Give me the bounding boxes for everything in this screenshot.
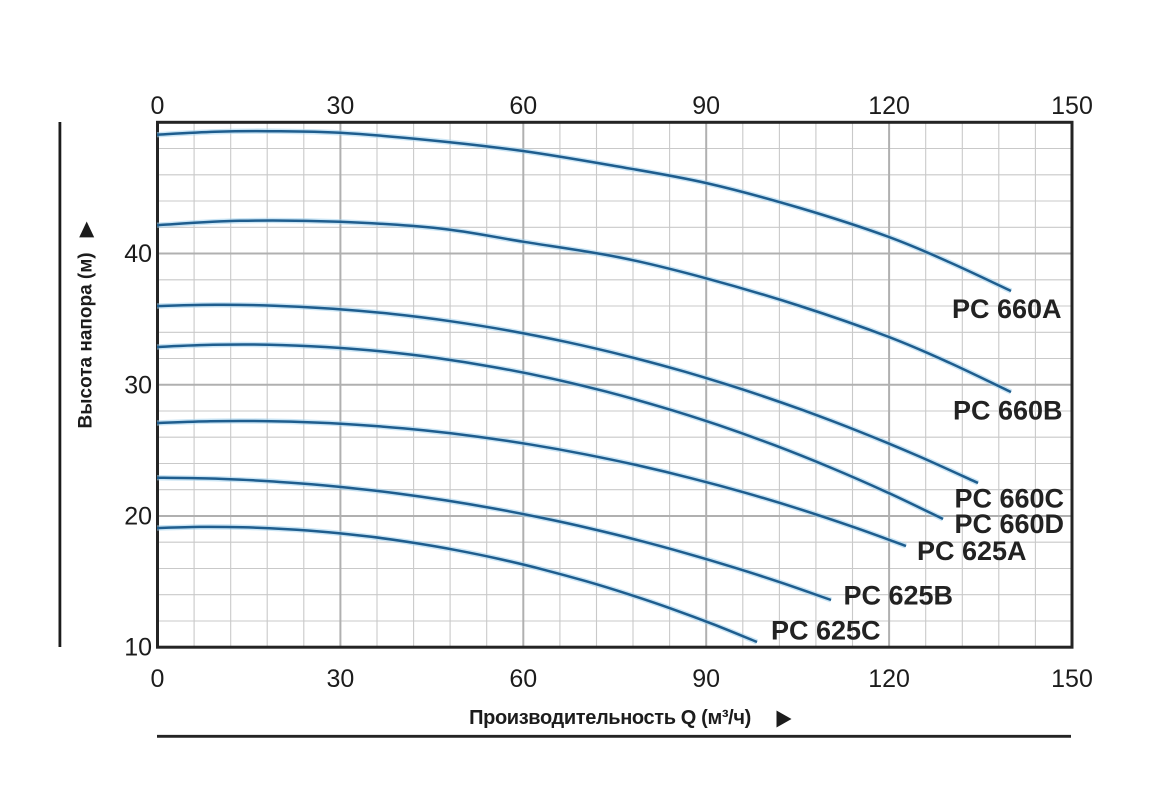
- svg-text:PC 660C: PC 660C: [955, 484, 1065, 514]
- svg-text:PC 625C: PC 625C: [771, 616, 881, 646]
- svg-text:Высота напора (м): Высота напора (м): [76, 252, 97, 428]
- svg-text:PC 625A: PC 625A: [917, 536, 1027, 566]
- svg-text:90: 90: [692, 92, 720, 120]
- svg-text:30: 30: [326, 92, 354, 120]
- svg-text:0: 0: [151, 92, 165, 120]
- svg-text:PC 660A: PC 660A: [952, 294, 1062, 324]
- svg-text:40: 40: [124, 240, 152, 268]
- svg-text:20: 20: [124, 503, 152, 531]
- svg-text:10: 10: [124, 634, 152, 662]
- svg-text:PC 660B: PC 660B: [953, 395, 1063, 425]
- svg-text:Производительность Q (м³/ч): Производительность Q (м³/ч): [469, 707, 751, 729]
- svg-text:PC 625B: PC 625B: [844, 580, 954, 610]
- svg-text:0: 0: [151, 665, 165, 693]
- svg-text:30: 30: [124, 371, 152, 399]
- svg-text:150: 150: [1051, 92, 1093, 120]
- svg-text:90: 90: [692, 665, 720, 693]
- svg-text:120: 120: [868, 92, 910, 120]
- svg-text:150: 150: [1051, 665, 1093, 693]
- svg-text:60: 60: [509, 665, 537, 693]
- svg-text:PC 660D: PC 660D: [955, 509, 1065, 539]
- svg-text:60: 60: [509, 92, 537, 120]
- svg-text:120: 120: [868, 665, 910, 693]
- svg-text:30: 30: [326, 665, 354, 693]
